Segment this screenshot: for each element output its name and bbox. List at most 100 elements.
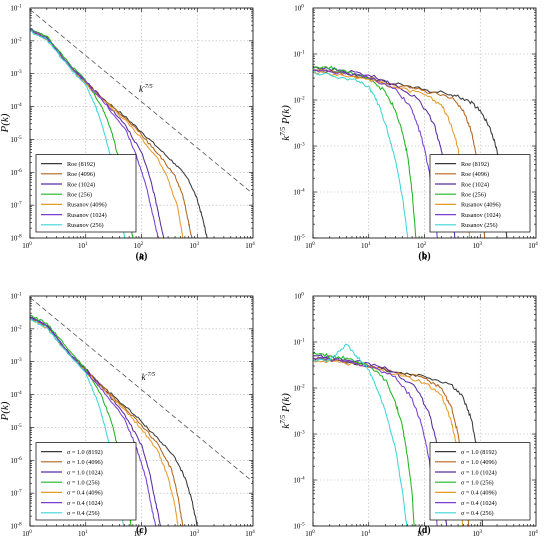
x-tick-label: 103 — [190, 242, 200, 250]
legend-label: σ = 0.4 (4096) — [67, 490, 103, 497]
y-tick-exponent: -4 — [300, 477, 305, 482]
y-tick-label: 10-1 — [293, 339, 305, 347]
panel-label: (c) — [136, 525, 147, 536]
plot-frame — [312, 295, 537, 527]
y-tick-exponent: -4 — [300, 189, 305, 194]
y-tick-exponent: -3 — [17, 70, 22, 75]
x-tick-exponent: 4 — [252, 530, 255, 535]
y-tick-label: 10-2 — [293, 97, 305, 105]
y-tick-exponent: -5 — [300, 523, 305, 528]
y-tick-label: 10-5 — [293, 235, 305, 243]
x-tick-label: 104 — [528, 530, 538, 538]
x-tick-exponent: 2 — [141, 530, 144, 535]
legend-label: σ = 0.4 (4096) — [461, 490, 497, 497]
legend-label: Rusanov (256) — [67, 222, 104, 229]
legend-box — [429, 154, 531, 233]
x-tick-exponent: 0 — [29, 242, 32, 247]
legend: σ = 1.0 (8192) σ = 1.0 (4096) σ = 1.0 (102… — [429, 442, 531, 521]
y-tick-label: 10-2 — [10, 325, 22, 333]
chart-panel-c: 100 101 102 103 10410-810-710-610-510-410-31… — [0, 293, 255, 539]
y-tick-label: 10-1 — [10, 293, 22, 301]
y-axis-label-base: k — [280, 423, 292, 429]
x-tick-exponent: 4 — [535, 242, 538, 247]
legend-label: Roe (256) — [67, 192, 92, 199]
x-tick-label: 102 — [417, 530, 427, 538]
x-tick-label: 102 — [134, 242, 144, 250]
y-tick-label: 100 — [294, 5, 304, 13]
legend-label: σ = 1.0 (4096) — [67, 459, 103, 466]
y-tick-exponent: 0 — [301, 293, 304, 298]
y-tick-exponent: -8 — [17, 523, 22, 528]
legend-label: σ = 0.4 (1024) — [461, 500, 497, 507]
x-tick-label: 100 — [22, 530, 32, 538]
x-tick-exponent: 3 — [480, 530, 483, 535]
chart-panel-b: 100 101 102 103 10410-510-410-310-210-1100kk… — [279, 5, 538, 264]
legend-label: Rusanov (1024) — [461, 212, 501, 219]
x-tick-exponent: 1 — [85, 530, 88, 535]
y-tick-exponent: -2 — [17, 325, 22, 330]
y-tick-exponent: -3 — [17, 358, 22, 363]
y-tick-exponent: -7 — [17, 202, 22, 207]
legend-label: σ = 1.0 (8192) — [67, 449, 103, 456]
y-tick-exponent: -3 — [300, 143, 305, 148]
y-axis-label-exponent: 7/5 — [279, 126, 287, 135]
y-tick-label: 10-1 — [10, 5, 22, 13]
legend-box — [429, 442, 531, 521]
series-line-6 — [313, 70, 409, 238]
y-tick-label: 10-7 — [10, 490, 22, 498]
series-line-3 — [313, 352, 415, 526]
x-tick-label: 102 — [134, 530, 144, 538]
y-tick-exponent: -6 — [17, 169, 22, 174]
plot-frame — [29, 7, 254, 239]
x-tick-label: 101 — [78, 242, 88, 250]
y-tick-label: 10-1 — [293, 51, 305, 59]
x-tick-label: 103 — [473, 530, 483, 538]
y-tick-label: 10-6 — [10, 457, 22, 465]
legend-label: Roe (4096) — [67, 171, 95, 178]
legend-label: σ = 0.4 (256) — [461, 510, 494, 517]
grid — [30, 296, 253, 526]
y-tick-exponent: -5 — [17, 424, 22, 429]
x-tick-exponent: 2 — [424, 530, 427, 535]
slope-annotation-exponent: -7/5 — [146, 372, 156, 378]
y-tick-exponent: -1 — [300, 339, 305, 344]
legend-label: σ = 1.0 (8192) — [461, 449, 497, 456]
slope-annotation-exponent: -7/5 — [143, 84, 153, 90]
y-tick-exponent: -3 — [300, 431, 305, 436]
series-line-3 — [313, 65, 417, 238]
y-tick-label: 10-2 — [10, 37, 22, 45]
y-axis-label-rest: P(k) — [280, 393, 292, 415]
panel-label: (a) — [136, 251, 148, 262]
y-tick-exponent: -1 — [17, 293, 22, 298]
y-tick-exponent: -1 — [17, 5, 22, 10]
legend-label: Rusanov (4096) — [461, 202, 501, 209]
legend-label: σ = 1.0 (4096) — [461, 459, 497, 466]
legend-box — [35, 154, 137, 233]
y-tick-exponent: -5 — [17, 136, 22, 141]
x-tick-exponent: 4 — [535, 530, 538, 535]
y-tick-exponent: -6 — [17, 457, 22, 462]
x-tick-exponent: 0 — [312, 242, 315, 247]
legend-label: σ = 0.4 (1024) — [67, 500, 103, 507]
x-tick-exponent: 0 — [29, 530, 32, 535]
x-tick-exponent: 2 — [141, 242, 144, 247]
y-tick-exponent: -1 — [300, 51, 305, 56]
y-tick-label: 10-3 — [10, 358, 22, 366]
y-tick-exponent: -2 — [300, 97, 305, 102]
x-tick-label: 102 — [417, 242, 427, 250]
y-tick-label: 10-5 — [10, 424, 22, 432]
y-axis-label: P(k) — [0, 113, 11, 133]
y-tick-exponent: -4 — [17, 391, 22, 396]
legend-label: Rusanov (1024) — [67, 212, 107, 219]
x-tick-label: 100 — [22, 242, 32, 250]
legend-label: Roe (1024) — [461, 181, 489, 188]
slope-annotation: k-7/5 — [142, 372, 156, 382]
y-tick-exponent: -7 — [17, 490, 22, 495]
x-tick-label: 104 — [245, 530, 255, 538]
y-tick-label: 10-4 — [293, 477, 305, 485]
legend: σ = 1.0 (8192) σ = 1.0 (4096) σ = 1.0 (102… — [35, 442, 137, 521]
x-tick-label: 101 — [361, 530, 371, 538]
panel-label: (d) — [418, 525, 430, 536]
y-tick-label: 10-8 — [10, 523, 22, 531]
